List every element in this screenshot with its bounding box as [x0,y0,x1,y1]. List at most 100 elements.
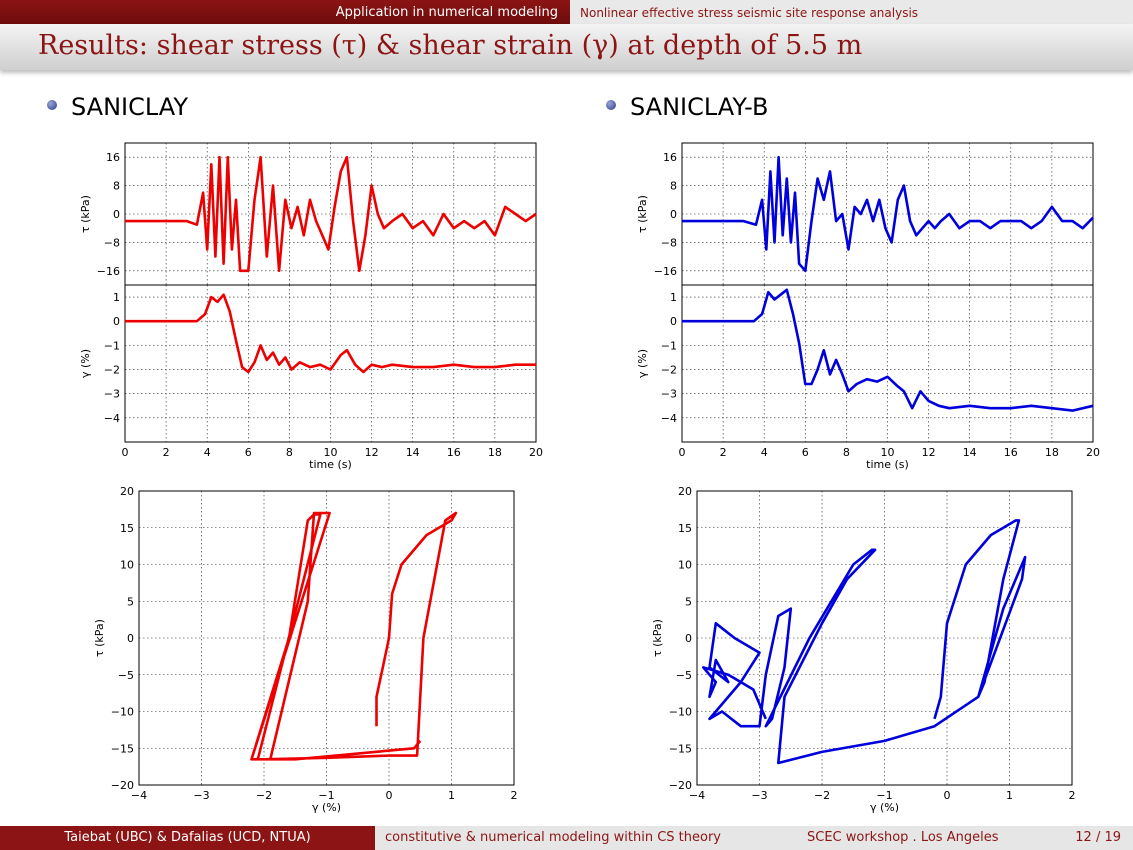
x-tick-label: 18 [1045,446,1059,459]
x-axis-label: time (s) [309,458,352,471]
footer-right: constitutive & numerical modeling within… [375,826,1133,850]
y-axis-label: τ (kPa) [651,619,664,657]
y-tick-label: 0 [113,208,120,221]
x-tick-label: 16 [1004,446,1018,459]
y-tick-label: 8 [670,180,677,193]
plot-frame [138,490,515,786]
y-tick-label: 0 [685,632,692,645]
top-bar: Application in numerical modeling Nonlin… [0,0,1133,24]
x-tick-label: 0 [122,446,129,459]
y-tick-label: 10 [120,559,134,572]
y-tick-label: −20 [111,779,134,792]
x-tick-label: −2 [814,789,830,802]
y-tick-label: 0 [670,315,677,328]
y-tick-label: 1 [113,291,120,304]
y-tick-label: −4 [661,412,677,425]
y-tick-label: −16 [97,265,120,278]
x-tick-label: 2 [163,446,170,459]
y-tick-label: −2 [661,364,677,377]
x-tick-label: 1 [1006,789,1013,802]
y-tick-label: −15 [111,742,134,755]
y-tick-label: 1 [670,291,677,304]
left-heading-label: SANICLAY [71,93,189,121]
y-tick-label: −2 [104,364,120,377]
series-line [250,511,458,761]
x-tick-label: 14 [963,446,977,459]
bullet-icon [47,100,57,110]
y-tick-label: −20 [669,779,692,792]
x-tick-label: 0 [679,446,686,459]
x-tick-label: −1 [318,789,334,802]
footer-course: constitutive & numerical modeling within… [385,830,721,845]
y-tick-label: −16 [654,265,677,278]
left-heading: SANICLAY [47,93,188,121]
footer-page: 12 / 19 [1075,830,1121,845]
x-tick-label: 20 [529,446,543,459]
subsection-title: Nonlinear effective stress seismic site … [570,0,1133,24]
y-tick-label: −10 [669,706,692,719]
x-axis-label: γ (%) [870,801,899,814]
y-axis-label: γ (%) [79,349,92,378]
y-tick-label: 0 [113,315,120,328]
saniclay-b-gamma-time-chart: 10−1−2−3−40 2 4 6 8 10 12 14 16 18 20γ (%)time (s) [636,284,1100,471]
y-tick-label: 15 [678,522,692,535]
x-tick-label: −2 [256,789,272,802]
y-axis-label: τ (kPa) [93,619,106,657]
x-tick-label: 0 [944,789,951,802]
section-title: Application in numerical modeling [335,5,558,20]
x-tick-label: 2 [1069,789,1076,802]
y-tick-label: −8 [661,236,677,249]
x-tick-label: 0 [386,789,393,802]
bullet-icon [606,100,616,110]
x-tick-label: 10 [881,446,895,459]
footer: Taiebat (UBC) & Dafalias (UCD, NTUA) con… [0,826,1133,850]
x-tick-label: 8 [286,446,293,459]
y-tick-label: −5 [676,669,692,682]
y-tick-label: −3 [104,388,120,401]
slide-title: Results: shear stress (τ) & shear strain… [38,30,863,61]
x-tick-label: −3 [751,789,767,802]
x-tick-label: 1 [448,789,455,802]
x-tick-label: −4 [131,789,147,802]
y-tick-label: −5 [118,669,134,682]
x-tick-label: −1 [876,789,892,802]
series-line [125,293,536,374]
x-tick-label: 6 [802,446,809,459]
saniclay-gamma-time-chart: 10−1−2−3−40 2 4 6 8 10 12 14 16 18 20γ (%)time (s) [79,284,543,471]
right-heading-label: SANICLAY-B [630,93,769,121]
y-tick-label: 16 [106,151,120,164]
x-tick-label: 20 [1086,446,1100,459]
y-tick-label: 15 [120,522,134,535]
footer-authors: Taiebat (UBC) & Dafalias (UCD, NTUA) [0,826,375,850]
footer-workshop: SCEC workshop . Los Angeles [807,830,999,845]
x-tick-label: 16 [447,446,461,459]
series-line [701,519,1027,765]
right-heading: SANICLAY-B [606,93,768,121]
series-line [682,288,1094,412]
y-tick-label: 20 [678,485,692,498]
y-tick-label: 20 [120,485,134,498]
y-tick-label: 5 [685,595,692,608]
y-tick-label: −15 [669,742,692,755]
plot-frame [681,284,1094,443]
x-tick-label: 14 [406,446,420,459]
x-tick-label: 8 [843,446,850,459]
saniclay-tau-time-chart: 16 8 0 −8 −16 τ (kPa) [79,142,537,286]
title-bar: Results: shear stress (τ) & shear strain… [0,24,1133,70]
y-axis-label: τ (kPa) [79,195,92,233]
x-tick-label: 12 [922,446,936,459]
x-tick-label: −4 [689,789,705,802]
y-tick-label: −4 [104,412,120,425]
series-line [682,155,1094,273]
y-tick-label: −8 [104,236,120,249]
y-tick-label: −1 [661,339,677,352]
y-tick-label: 0 [670,208,677,221]
x-tick-label: −3 [193,789,209,802]
plot-frame [696,490,1073,786]
x-axis-label: time (s) [866,458,909,471]
y-tick-label: −10 [111,706,134,719]
y-tick-label: 0 [127,632,134,645]
y-axis-label: γ (%) [636,349,649,378]
